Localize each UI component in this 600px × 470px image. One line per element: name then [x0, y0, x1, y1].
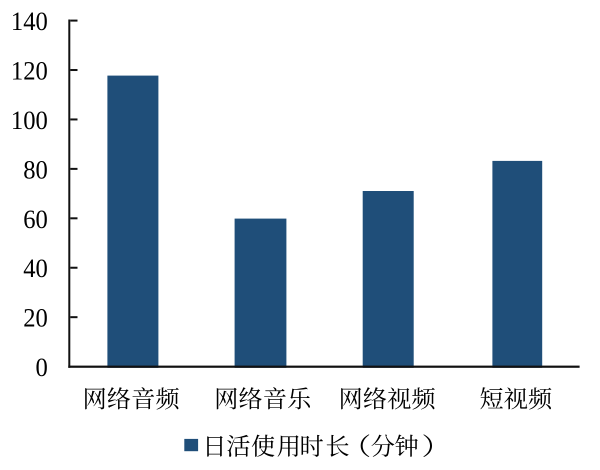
- svg-text:40: 40: [23, 254, 48, 283]
- svg-text:80: 80: [23, 155, 48, 184]
- svg-text:100: 100: [11, 106, 48, 135]
- svg-text:120: 120: [11, 57, 48, 86]
- svg-text:60: 60: [23, 205, 48, 234]
- svg-text:20: 20: [23, 304, 48, 333]
- svg-text:0: 0: [36, 353, 48, 382]
- svg-text:140: 140: [11, 7, 48, 36]
